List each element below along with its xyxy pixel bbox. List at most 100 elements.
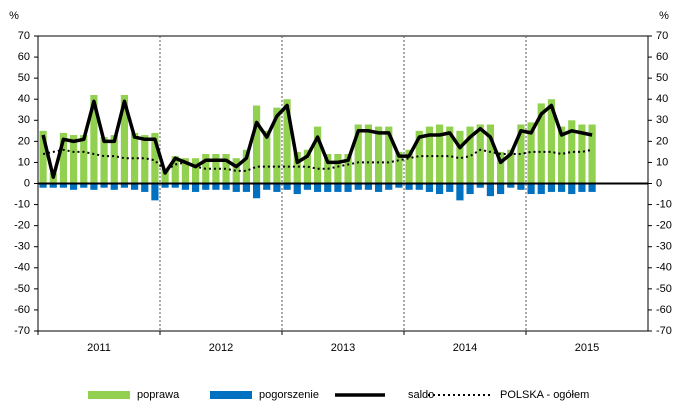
bar (476, 124, 484, 184)
bar (405, 149, 413, 184)
bar (232, 183, 240, 192)
bar (527, 122, 535, 184)
year-label: 2014 (453, 342, 477, 354)
bar (263, 130, 271, 184)
y2-tick-label: 70 (656, 30, 668, 42)
bar (303, 183, 312, 190)
bar (517, 183, 525, 190)
y-tick-label: 40 (18, 93, 30, 105)
bar (425, 126, 434, 184)
bar (222, 183, 230, 190)
bar (151, 183, 159, 201)
bar (364, 124, 373, 184)
bar (212, 183, 220, 190)
bar (161, 183, 169, 188)
bar (334, 183, 342, 192)
bar (303, 149, 312, 184)
bar (395, 183, 403, 188)
bar (49, 183, 57, 188)
bar (100, 137, 108, 184)
bar (273, 183, 281, 192)
bar (537, 103, 545, 184)
bar (252, 105, 261, 184)
bar (222, 154, 230, 184)
bar (181, 158, 190, 184)
bar (151, 132, 159, 184)
line (42, 148, 593, 172)
bar (171, 183, 179, 188)
bar (313, 126, 322, 184)
bar (59, 183, 68, 188)
bar (141, 183, 149, 192)
bar (435, 124, 444, 184)
bar (568, 183, 576, 195)
bar (476, 183, 484, 188)
bar (557, 183, 566, 192)
bar (578, 183, 586, 192)
bar (344, 154, 352, 184)
y2-tick-label: 50 (656, 72, 668, 84)
y-tick-label: -50 (14, 283, 30, 295)
bar (486, 183, 495, 197)
bar (374, 183, 383, 192)
bar (456, 183, 464, 201)
y-tick-label: 20 (18, 135, 30, 147)
bar (313, 183, 322, 192)
legend-swatch (210, 391, 252, 399)
bar (273, 107, 281, 184)
bar (507, 183, 515, 188)
y-tick-label: 50 (18, 72, 30, 84)
bar (435, 183, 444, 195)
line (41, 99, 593, 179)
bar (232, 158, 240, 184)
bar (354, 183, 362, 190)
bar (191, 158, 200, 184)
bar (90, 95, 98, 184)
year-label: 2012 (209, 342, 233, 354)
y-tick-label: 30 (18, 114, 30, 126)
bar (242, 183, 251, 192)
bar (578, 124, 586, 184)
bar (517, 124, 525, 184)
legend-label: saldo (408, 389, 434, 401)
bar (507, 149, 515, 184)
bar (466, 183, 474, 195)
bar (120, 183, 129, 188)
bar (293, 151, 301, 184)
bar (334, 154, 342, 184)
bar (568, 120, 576, 184)
bar (181, 183, 190, 190)
bar (425, 183, 434, 192)
bar (293, 183, 301, 195)
bar (537, 183, 545, 195)
bar (588, 124, 596, 184)
year-label: 2013 (331, 342, 355, 354)
bar (405, 183, 413, 190)
bar (110, 135, 118, 184)
bar (80, 183, 88, 188)
y-tick-label: -60 (14, 304, 30, 316)
y2-tick-label: 0 (656, 177, 662, 189)
y2-tick-label: 30 (656, 114, 668, 126)
y-tick-label: -30 (14, 241, 30, 253)
bar (141, 135, 149, 184)
legend-swatch (88, 391, 130, 399)
y2-unit: % (659, 10, 669, 22)
bar (385, 126, 393, 184)
bar (130, 183, 139, 190)
legend-label: poprawa (137, 389, 180, 401)
bar (171, 156, 179, 184)
bar (120, 95, 129, 184)
bar (324, 183, 332, 192)
year-label: 2015 (575, 342, 599, 354)
bar (59, 132, 68, 184)
bar (385, 183, 393, 190)
bar (39, 130, 47, 184)
bar (395, 151, 403, 184)
bar (466, 126, 474, 184)
bar (130, 132, 139, 184)
bar (415, 183, 423, 190)
y2-tick-label: -60 (656, 304, 672, 316)
bar (527, 183, 535, 195)
